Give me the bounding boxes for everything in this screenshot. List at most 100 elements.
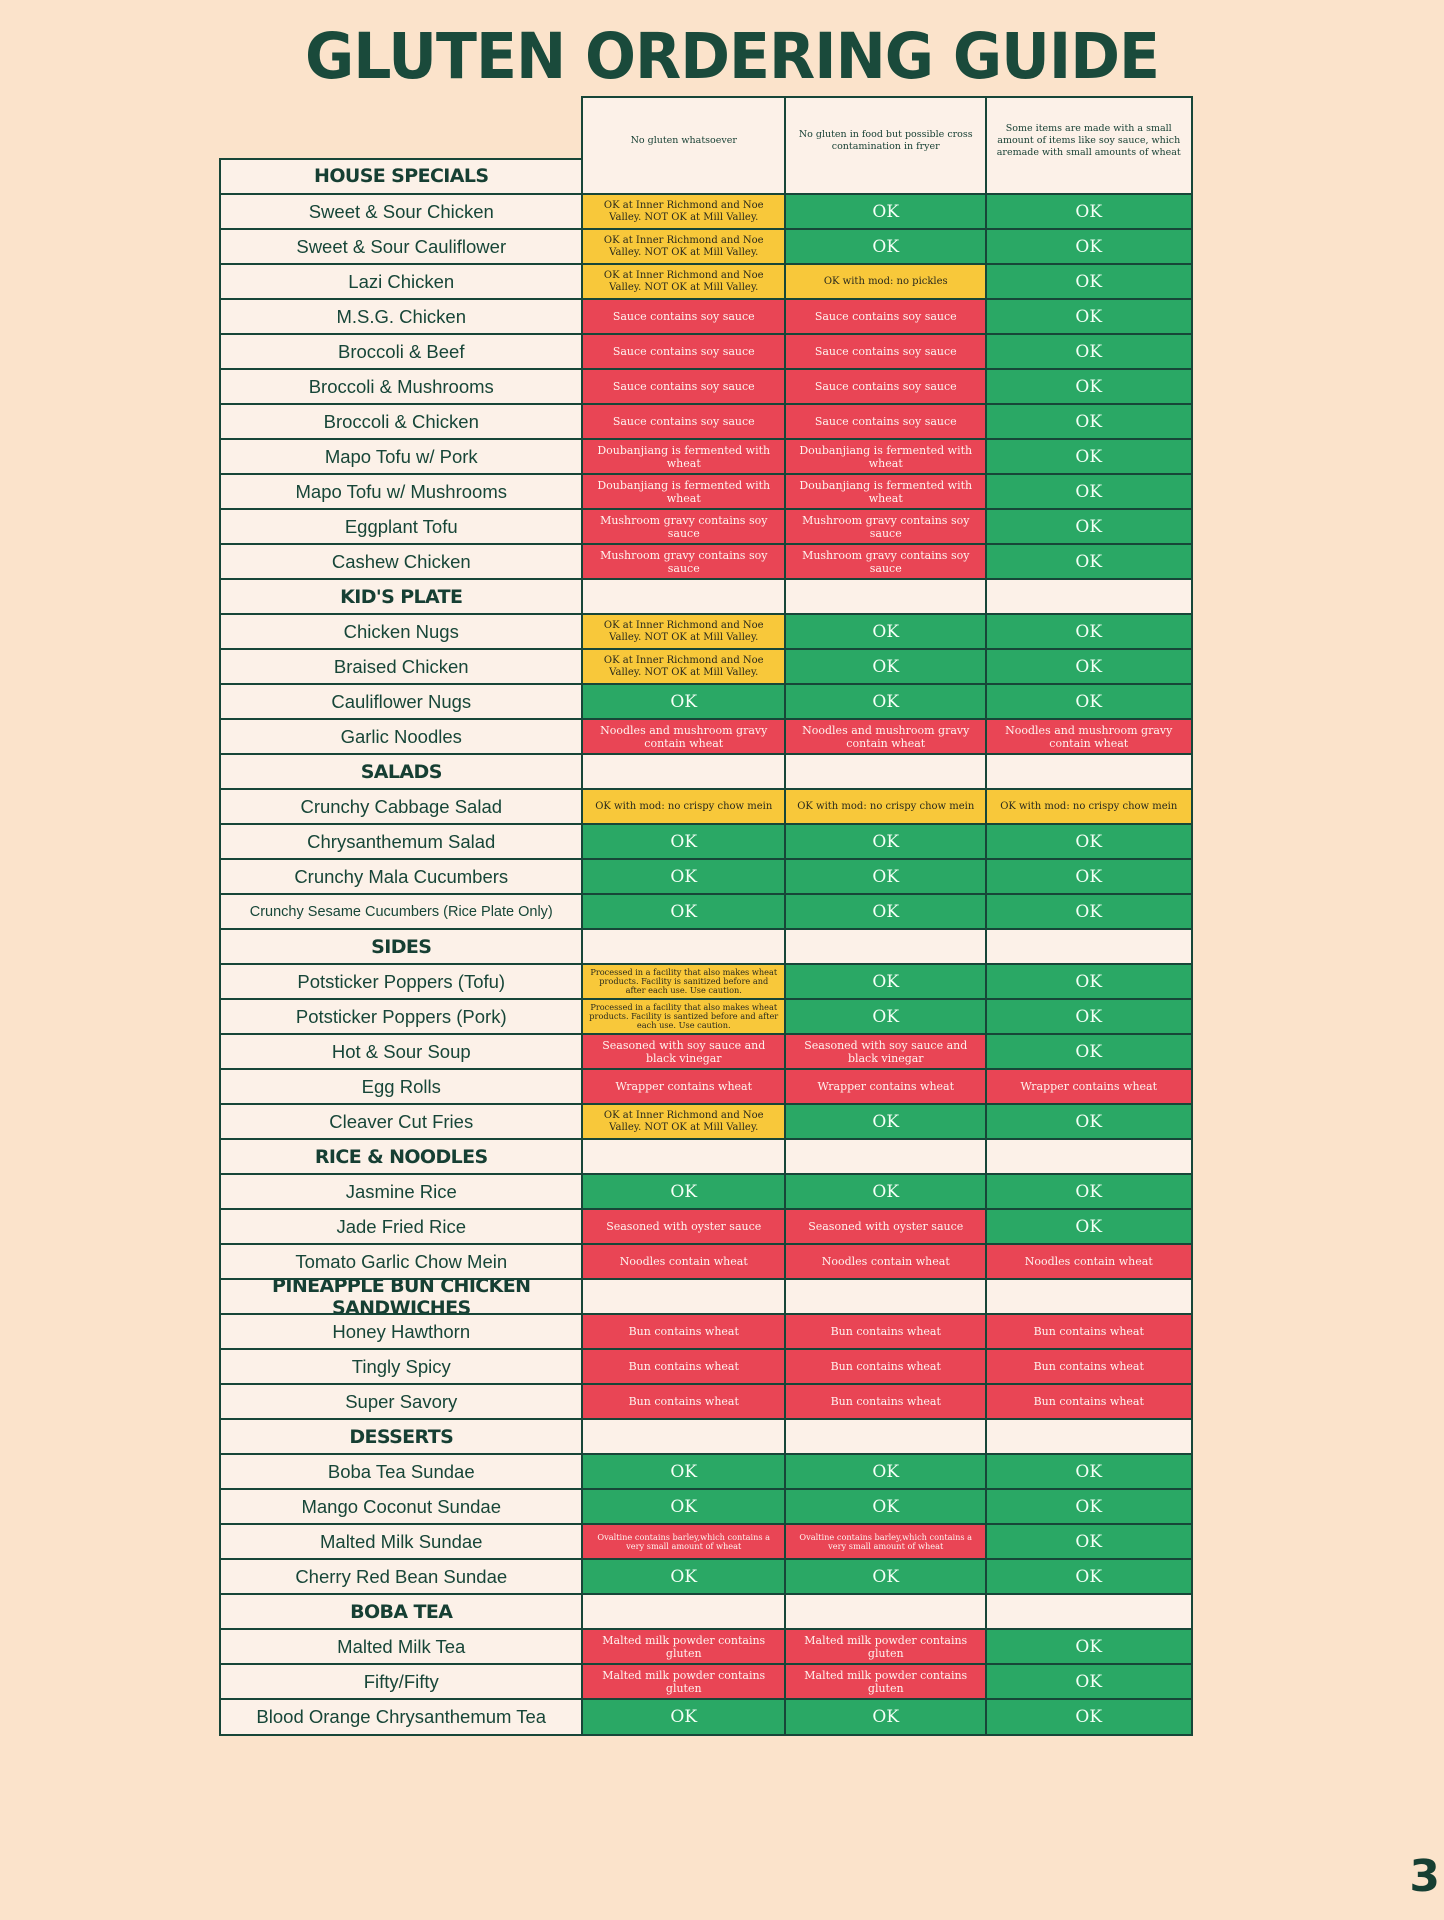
status-cell-ok: OK bbox=[985, 228, 1193, 266]
status-cell-ok: OK bbox=[784, 1103, 988, 1141]
status-cell-no: Bun contains wheat bbox=[581, 1348, 787, 1386]
section-empty-cell bbox=[784, 753, 988, 791]
section-empty-cell bbox=[784, 1593, 988, 1631]
status-cell-ok: OK bbox=[985, 1453, 1193, 1491]
status-cell-no: Sauce contains soy sauce bbox=[784, 298, 988, 336]
status-cell-ok: OK bbox=[985, 963, 1193, 1001]
status-cell-no: Noodles contain wheat bbox=[784, 1243, 988, 1281]
menu-item-name: Sweet & Sour Cauliflower bbox=[219, 228, 584, 266]
status-cell-ok: OK bbox=[985, 368, 1193, 406]
status-cell-ok: OK bbox=[784, 1558, 988, 1596]
section-empty-cell bbox=[985, 1593, 1193, 1631]
status-cell-no: Wrapper contains wheat bbox=[784, 1068, 988, 1106]
status-cell-ok: OK bbox=[581, 683, 787, 721]
status-cell-ok: OK bbox=[985, 1663, 1193, 1701]
status-cell-ok: OK bbox=[985, 998, 1193, 1036]
page-number: 3 bbox=[1409, 1851, 1440, 1902]
status-cell-no: Sauce contains soy sauce bbox=[581, 333, 787, 371]
status-cell-mod: OK at Inner Richmond and Noe Valley. NOT… bbox=[581, 263, 787, 301]
status-cell-ok: OK bbox=[784, 823, 988, 861]
status-cell-ok: OK bbox=[985, 193, 1193, 231]
status-cell-no: Malted milk powder contains gluten bbox=[784, 1628, 988, 1666]
status-cell-no: Sauce contains soy sauce bbox=[784, 403, 988, 441]
status-cell-ok: OK bbox=[985, 1488, 1193, 1526]
section-heading: PINEAPPLE BUN CHICKEN SANDWICHES bbox=[219, 1278, 584, 1316]
menu-item-name: Jasmine Rice bbox=[219, 1173, 584, 1211]
status-cell-ok: OK bbox=[985, 1173, 1193, 1211]
status-cell-ok: OK bbox=[985, 1698, 1193, 1736]
menu-item-name: M.S.G. Chicken bbox=[219, 298, 584, 336]
menu-item-name: Chrysanthemum Salad bbox=[219, 823, 584, 861]
status-cell-no: Seasoned with oyster sauce bbox=[784, 1208, 988, 1246]
status-cell-no: Noodles contain wheat bbox=[581, 1243, 787, 1281]
section-heading: HOUSE SPECIALS bbox=[219, 157, 584, 195]
menu-item-name: Braised Chicken bbox=[219, 648, 584, 686]
menu-item-name: Mapo Tofu w/ Pork bbox=[219, 438, 584, 476]
status-cell-ok: OK bbox=[581, 823, 787, 861]
status-cell-no: Ovaltine contains barley,which contains … bbox=[784, 1523, 988, 1561]
menu-item-name: Crunchy Cabbage Salad bbox=[219, 788, 584, 826]
status-cell-ok: OK bbox=[784, 1488, 988, 1526]
menu-item-name: Boba Tea Sundae bbox=[219, 1453, 584, 1491]
status-cell-ok: OK bbox=[985, 613, 1193, 651]
page-title: GLUTEN ORDERING GUIDE bbox=[304, 20, 1160, 94]
status-cell-ok: OK bbox=[784, 193, 988, 231]
menu-item-name: Cherry Red Bean Sundae bbox=[219, 1558, 584, 1596]
menu-item-name: Tingly Spicy bbox=[219, 1348, 584, 1386]
status-cell-ok: OK bbox=[581, 1558, 787, 1596]
menu-item-name: Mapo Tofu w/ Mushrooms bbox=[219, 473, 584, 511]
status-cell-ok: OK bbox=[784, 1173, 988, 1211]
status-cell-ok: OK bbox=[784, 228, 988, 266]
column-description-text: Some items are made with a small amount … bbox=[996, 122, 1181, 158]
status-cell-ok: OK bbox=[581, 1173, 787, 1211]
status-cell-ok: OK bbox=[985, 893, 1193, 931]
status-cell-ok: OK bbox=[985, 1523, 1193, 1561]
status-cell-no: Sauce contains soy sauce bbox=[784, 368, 988, 406]
status-cell-mod: OK with mod: no pickles bbox=[784, 263, 988, 301]
status-cell-no: Malted milk powder contains gluten bbox=[581, 1628, 787, 1666]
section-empty-cell bbox=[784, 1278, 988, 1316]
status-cell-ok: OK bbox=[784, 998, 988, 1036]
section-empty-cell bbox=[985, 753, 1193, 791]
section-heading: BOBA TEA bbox=[219, 1593, 584, 1631]
status-cell-ok: OK bbox=[985, 1628, 1193, 1666]
status-cell-mod: Processed in a facility that also makes … bbox=[581, 998, 787, 1036]
status-cell-no: Bun contains wheat bbox=[784, 1348, 988, 1386]
status-cell-no: Mushroom gravy contains soy sauce bbox=[581, 543, 787, 581]
status-cell-no: Bun contains wheat bbox=[985, 1383, 1193, 1421]
menu-item-name: Eggplant Tofu bbox=[219, 508, 584, 546]
column-description-text: No gluten in food but possible cross con… bbox=[798, 128, 973, 152]
status-cell-no: Seasoned with soy sauce and black vinega… bbox=[581, 1033, 787, 1071]
menu-item-name: Super Savory bbox=[219, 1383, 584, 1421]
section-empty-cell bbox=[581, 1138, 787, 1176]
status-cell-ok: OK bbox=[985, 648, 1193, 686]
menu-item-name: Jade Fried Rice bbox=[219, 1208, 584, 1246]
status-cell-no: Wrapper contains wheat bbox=[581, 1068, 787, 1106]
menu-item-name: Fifty/Fifty bbox=[219, 1663, 584, 1701]
status-cell-ok: OK bbox=[985, 543, 1193, 581]
status-cell-ok: OK bbox=[985, 1558, 1193, 1596]
status-cell-ok: OK bbox=[581, 858, 787, 896]
section-heading: SALADS bbox=[219, 753, 584, 791]
menu-item-name: Lazi Chicken bbox=[219, 263, 584, 301]
status-cell-no: Sauce contains soy sauce bbox=[784, 333, 988, 371]
status-cell-no: Bun contains wheat bbox=[985, 1348, 1193, 1386]
status-cell-no: Doubanjiang is fermented with wheat bbox=[581, 473, 787, 511]
menu-item-name: Tomato Garlic Chow Mein bbox=[219, 1243, 584, 1281]
menu-item-name: Garlic Noodles bbox=[219, 718, 584, 756]
status-cell-mod: Processed in a facility that also makes … bbox=[581, 963, 787, 1001]
menu-item-name: Hot & Sour Soup bbox=[219, 1033, 584, 1071]
section-empty-cell bbox=[581, 1278, 787, 1316]
header-spacer bbox=[219, 122, 584, 160]
status-cell-ok: OK bbox=[985, 438, 1193, 476]
section-heading: DESSERTS bbox=[219, 1418, 584, 1456]
status-cell-mod: OK at Inner Richmond and Noe Valley. NOT… bbox=[581, 613, 787, 651]
menu-item-name: Egg Rolls bbox=[219, 1068, 584, 1106]
section-heading: RICE & NOODLES bbox=[219, 1138, 584, 1176]
section-empty-cell bbox=[784, 578, 988, 616]
status-cell-no: Mushroom gravy contains soy sauce bbox=[784, 508, 988, 546]
section-empty-cell bbox=[581, 1418, 787, 1456]
status-cell-no: Bun contains wheat bbox=[784, 1383, 988, 1421]
menu-item-name: Crunchy Mala Cucumbers bbox=[219, 858, 584, 896]
menu-item-name: Potsticker Poppers (Pork) bbox=[219, 998, 584, 1036]
